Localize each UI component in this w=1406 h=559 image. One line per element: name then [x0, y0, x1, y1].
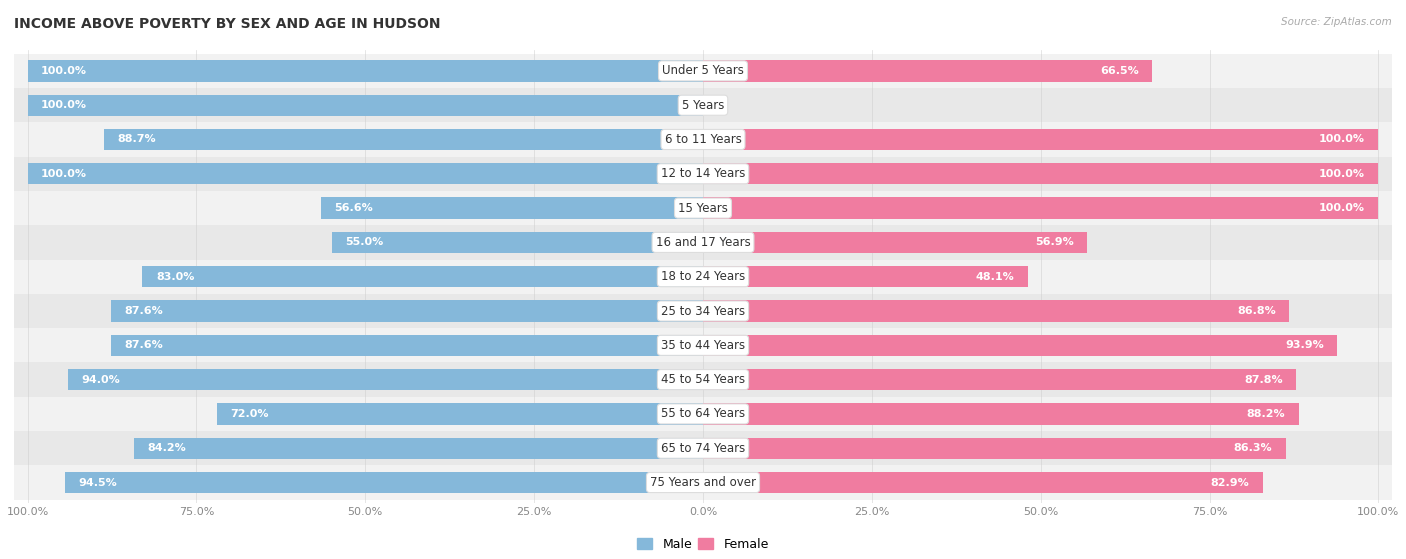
Text: 56.9%: 56.9%: [1035, 238, 1074, 248]
Text: 88.2%: 88.2%: [1247, 409, 1285, 419]
Bar: [111, 335, 703, 356]
Bar: [28, 94, 703, 116]
Text: 55.0%: 55.0%: [344, 238, 384, 248]
Text: 94.5%: 94.5%: [79, 477, 117, 487]
Bar: [11, 328, 1395, 362]
Bar: [11, 294, 1395, 328]
Bar: [703, 266, 1028, 287]
Text: 100.0%: 100.0%: [41, 100, 87, 110]
Text: 93.9%: 93.9%: [1285, 340, 1323, 350]
Bar: [28, 163, 703, 184]
Text: 12 to 14 Years: 12 to 14 Years: [661, 167, 745, 181]
Bar: [11, 54, 1395, 88]
Bar: [703, 438, 1286, 459]
Text: 100.0%: 100.0%: [1319, 169, 1365, 179]
Text: 45 to 54 Years: 45 to 54 Years: [661, 373, 745, 386]
Bar: [703, 163, 1378, 184]
Text: Source: ZipAtlas.com: Source: ZipAtlas.com: [1281, 17, 1392, 27]
Bar: [703, 129, 1378, 150]
Text: 56.6%: 56.6%: [335, 203, 373, 213]
Text: 87.6%: 87.6%: [125, 306, 163, 316]
Text: 84.2%: 84.2%: [148, 443, 187, 453]
Bar: [703, 197, 1378, 219]
Bar: [67, 369, 703, 390]
Bar: [65, 472, 703, 493]
Text: 16 and 17 Years: 16 and 17 Years: [655, 236, 751, 249]
Bar: [11, 88, 1395, 122]
Text: 83.0%: 83.0%: [156, 272, 194, 282]
Bar: [135, 438, 703, 459]
Bar: [28, 60, 703, 82]
Text: 82.9%: 82.9%: [1211, 477, 1250, 487]
Text: 35 to 44 Years: 35 to 44 Years: [661, 339, 745, 352]
Text: 87.8%: 87.8%: [1244, 375, 1282, 385]
Bar: [11, 465, 1395, 500]
Bar: [11, 397, 1395, 431]
Text: 15 Years: 15 Years: [678, 202, 728, 215]
Bar: [11, 225, 1395, 259]
Bar: [11, 122, 1395, 157]
Bar: [11, 191, 1395, 225]
Bar: [217, 403, 703, 424]
Bar: [703, 335, 1337, 356]
Bar: [11, 431, 1395, 465]
Bar: [703, 472, 1263, 493]
Text: 5 Years: 5 Years: [682, 99, 724, 112]
Text: 25 to 34 Years: 25 to 34 Years: [661, 305, 745, 318]
Text: 72.0%: 72.0%: [231, 409, 269, 419]
Bar: [332, 232, 703, 253]
Text: 100.0%: 100.0%: [41, 66, 87, 76]
Legend: Male, Female: Male, Female: [633, 533, 773, 556]
Bar: [703, 232, 1087, 253]
Bar: [111, 300, 703, 321]
Text: 66.5%: 66.5%: [1099, 66, 1139, 76]
Text: 94.0%: 94.0%: [82, 375, 121, 385]
Bar: [703, 300, 1289, 321]
Text: 100.0%: 100.0%: [41, 169, 87, 179]
Text: 48.1%: 48.1%: [976, 272, 1014, 282]
Text: 87.6%: 87.6%: [125, 340, 163, 350]
Text: 55 to 64 Years: 55 to 64 Years: [661, 408, 745, 420]
Text: 86.3%: 86.3%: [1233, 443, 1272, 453]
Text: 100.0%: 100.0%: [1319, 203, 1365, 213]
Text: 6 to 11 Years: 6 to 11 Years: [665, 133, 741, 146]
Bar: [321, 197, 703, 219]
Bar: [703, 369, 1296, 390]
Text: 75 Years and over: 75 Years and over: [650, 476, 756, 489]
Text: Under 5 Years: Under 5 Years: [662, 64, 744, 77]
Text: 88.7%: 88.7%: [117, 135, 156, 144]
Bar: [11, 157, 1395, 191]
Bar: [11, 362, 1395, 397]
Text: 100.0%: 100.0%: [1319, 135, 1365, 144]
Bar: [104, 129, 703, 150]
Bar: [703, 60, 1152, 82]
Text: 18 to 24 Years: 18 to 24 Years: [661, 270, 745, 283]
Text: 86.8%: 86.8%: [1237, 306, 1275, 316]
Text: INCOME ABOVE POVERTY BY SEX AND AGE IN HUDSON: INCOME ABOVE POVERTY BY SEX AND AGE IN H…: [14, 17, 440, 31]
Bar: [11, 259, 1395, 294]
Text: 65 to 74 Years: 65 to 74 Years: [661, 442, 745, 454]
Bar: [703, 403, 1299, 424]
Bar: [142, 266, 703, 287]
